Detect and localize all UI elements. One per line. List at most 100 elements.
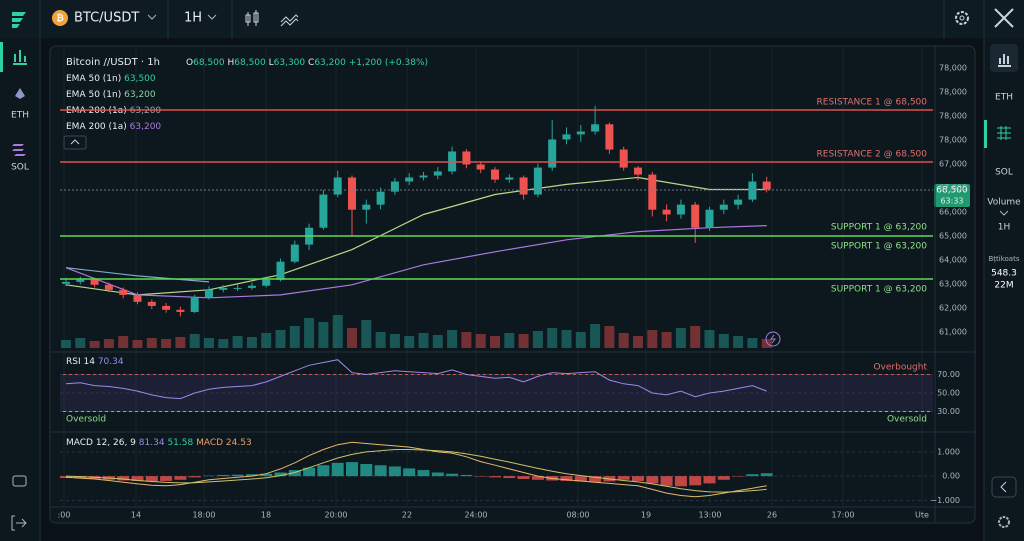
- collapse-button[interactable]: [991, 476, 1017, 498]
- price-axis-label: 66,000: [939, 208, 967, 217]
- x-axis-label: 26: [767, 511, 777, 520]
- volume-bar: [204, 338, 214, 348]
- candle-body: [533, 167, 542, 195]
- volume-bar: [332, 315, 343, 348]
- panel-settings[interactable]: [998, 516, 1010, 528]
- price-tag: 68,500 63:33: [934, 184, 970, 207]
- chat-button[interactable]: [12, 475, 27, 487]
- icon: [998, 516, 1010, 528]
- macd-label: MACD 12, 26, 9 81.34 51.58 MACD 24.53: [66, 438, 252, 448]
- settings-button[interactable]: [955, 11, 969, 25]
- macd-histogram: [60, 476, 72, 479]
- price-axis-label: 64,000: [939, 256, 967, 265]
- chart-nav[interactable]: [13, 50, 27, 65]
- candle-body: [405, 177, 414, 182]
- candle-body: [433, 171, 442, 176]
- button-bg: [63, 135, 87, 150]
- macd-histogram: [117, 476, 130, 481]
- macd-histogram: [503, 476, 516, 479]
- plot: [60, 48, 933, 506]
- volume-bar: [218, 339, 229, 348]
- macd-histogram: [188, 476, 201, 478]
- macd-line: [65, 441, 767, 498]
- level-label: SUPPORT 1 @ 63,200: [831, 223, 927, 233]
- macd-histogram: [674, 476, 687, 487]
- candle-body: [205, 289, 213, 298]
- pair-selector[interactable]: ₿ BTC/USDT: [52, 10, 157, 26]
- ema-name: EMA 50 (1n): [66, 74, 121, 84]
- ohlc-key: O: [186, 58, 193, 68]
- ema-line: [65, 225, 767, 299]
- candle-body: [634, 167, 642, 175]
- volume-bar: [118, 336, 129, 348]
- volume-bar: [561, 330, 572, 348]
- volume-bar: [647, 330, 658, 348]
- macd-histogram: [760, 473, 773, 477]
- chevron: [999, 210, 1009, 216]
- macd-histogram: [574, 476, 587, 482]
- candle-body: [62, 281, 70, 284]
- volume-bar: [461, 332, 472, 348]
- volume-bar: [175, 337, 186, 348]
- candle-body: [734, 199, 743, 205]
- eth-nav[interactable]: ETH: [11, 88, 29, 121]
- macd-histogram: [217, 474, 230, 477]
- panel-item[interactable]: ETH: [995, 93, 1013, 103]
- macd-tick-label: −1.000: [930, 496, 960, 505]
- icon: [765, 331, 781, 347]
- icon: [998, 54, 1011, 67]
- volume-bar: [504, 333, 515, 348]
- macd-histogram: [360, 464, 373, 477]
- ohlc-key: H: [227, 58, 234, 68]
- candle-body: [162, 305, 171, 310]
- candle-body: [262, 279, 271, 286]
- close-button[interactable]: [994, 8, 1014, 28]
- logo[interactable]: [12, 12, 26, 28]
- x-axis-label: 24:00: [464, 511, 487, 520]
- candle-type-button[interactable]: [245, 10, 259, 26]
- rsi-name: RSI 14: [66, 357, 95, 367]
- interval-selector[interactable]: 1H: [184, 11, 217, 26]
- candle-body: [505, 177, 514, 180]
- x-axis-label: Ute: [915, 511, 929, 520]
- volume-bar: [347, 328, 357, 348]
- candle-body: [104, 284, 113, 290]
- sol-nav[interactable]: SOL: [11, 144, 29, 173]
- panel-item[interactable]: SOL: [995, 168, 1013, 178]
- ema-value: 63,200: [124, 90, 156, 100]
- candle-body: [719, 204, 728, 210]
- candle-body: [648, 174, 657, 210]
- icon: [13, 50, 27, 65]
- x-axis-label: 18: [261, 511, 271, 520]
- macd-histogram: [145, 476, 158, 482]
- candle-body: [748, 181, 757, 200]
- volume-bar: [604, 326, 615, 348]
- alert-icon[interactable]: [765, 331, 781, 347]
- candle-body: [762, 181, 771, 190]
- stat-sub: 22M: [994, 281, 1013, 291]
- ohlc-key: L: [269, 58, 274, 68]
- volume-bar: [146, 338, 157, 348]
- icon: [955, 11, 969, 25]
- table-toggle[interactable]: [984, 120, 1011, 148]
- candle-body: [176, 309, 185, 312]
- volume-bar: [747, 338, 758, 348]
- logout-button[interactable]: [11, 515, 27, 531]
- macd-histogram: [260, 473, 273, 477]
- ema-value: 63,500: [124, 74, 156, 84]
- icon: [994, 8, 1014, 28]
- chart-toggle[interactable]: [990, 44, 1018, 72]
- ohlc-value: 68,500: [193, 58, 225, 68]
- price-axis-label: 78,000: [939, 64, 967, 73]
- candle-body: [247, 285, 256, 288]
- rsi-tick-label: 70.00: [937, 370, 960, 379]
- chevron: [147, 14, 157, 20]
- legend-collapse[interactable]: [63, 135, 87, 150]
- volume-bar: [318, 322, 329, 348]
- interval: 1H: [184, 11, 202, 26]
- macd-histogram: [617, 476, 630, 480]
- indicators-button[interactable]: [280, 14, 299, 27]
- icon: [70, 139, 80, 145]
- candle-body: [362, 204, 371, 210]
